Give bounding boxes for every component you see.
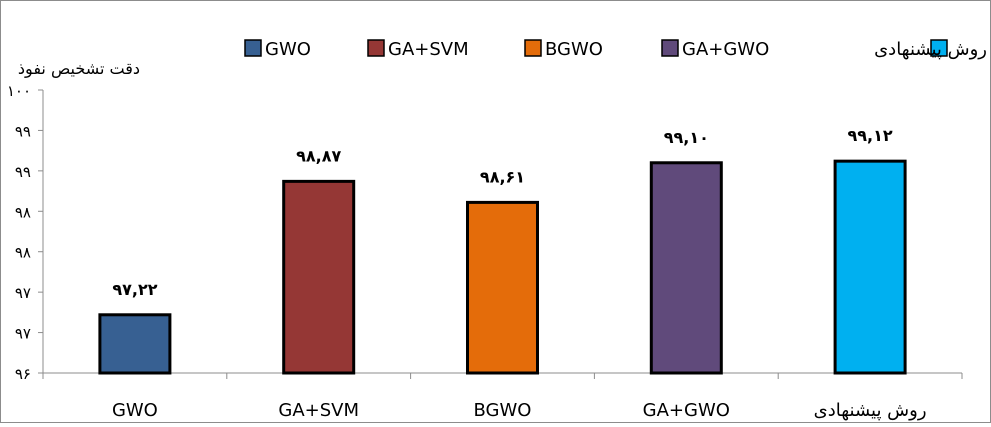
legend-swatch (244, 39, 262, 57)
y-axis-title: دقت تشخیص نفوذ (18, 59, 140, 79)
y-tick-label: ۱۰۰ (7, 82, 31, 100)
x-tick-label: GA+GWO (643, 400, 730, 421)
x-tick-label: BGWO (474, 400, 532, 421)
legend-swatch (524, 39, 542, 57)
bar (833, 159, 907, 375)
data-labels: ۹۷,۲۲ ۹۸,۸۷ ۹۸,۶۱ ۹۹,۱۰ ۹۹,۱۲ (112, 126, 893, 299)
bars (98, 159, 907, 375)
y-tick-label: ۹۹ (15, 163, 31, 181)
x-tick-label: GWO (112, 400, 158, 421)
x-tick-label: GA+SVM (278, 400, 359, 421)
y-tick-label: ۹۷ (15, 325, 31, 343)
legend-label: GA+GWO (682, 39, 769, 60)
bar (649, 161, 723, 375)
x-tick-label: روش پیشنهادی (814, 400, 927, 421)
data-label: ۹۸,۸۷ (296, 146, 341, 165)
legend-label: BGWO (545, 39, 603, 60)
legend-swatch (930, 39, 948, 57)
legend-swatch (661, 39, 679, 57)
bar (98, 313, 172, 375)
bar (282, 179, 356, 375)
legend-label: GWO (265, 39, 311, 60)
y-tick-label: ۹۸ (15, 244, 31, 262)
y-tick-label: ۹۸ (15, 203, 31, 221)
y-tick-labels: ۹۶ ۹۷ ۹۷ ۹۸ ۹۸ ۹۹ ۹۹ ۱۰۰ (7, 82, 31, 383)
legend-label: روش پیشنهادی (874, 39, 987, 60)
data-label: ۹۸,۶۱ (480, 167, 525, 186)
data-label: ۹۹,۱۰ (664, 128, 709, 147)
y-tick-label: ۹۹ (15, 122, 31, 140)
legend: GWO GA+SVM BGWO GA+GWO روش پیشنهادی (244, 39, 987, 60)
legend-swatch (367, 39, 385, 57)
y-tick-label: ۹۷ (15, 284, 31, 302)
y-tick-label: ۹۶ (15, 365, 31, 383)
x-tick-labels: GWO GA+SVM BGWO GA+GWO روش پیشنهادی (112, 400, 927, 421)
data-label: ۹۷,۲۲ (112, 280, 157, 299)
legend-label: GA+SVM (388, 39, 469, 60)
data-label: ۹۹,۱۲ (848, 126, 893, 145)
bar (466, 200, 539, 375)
